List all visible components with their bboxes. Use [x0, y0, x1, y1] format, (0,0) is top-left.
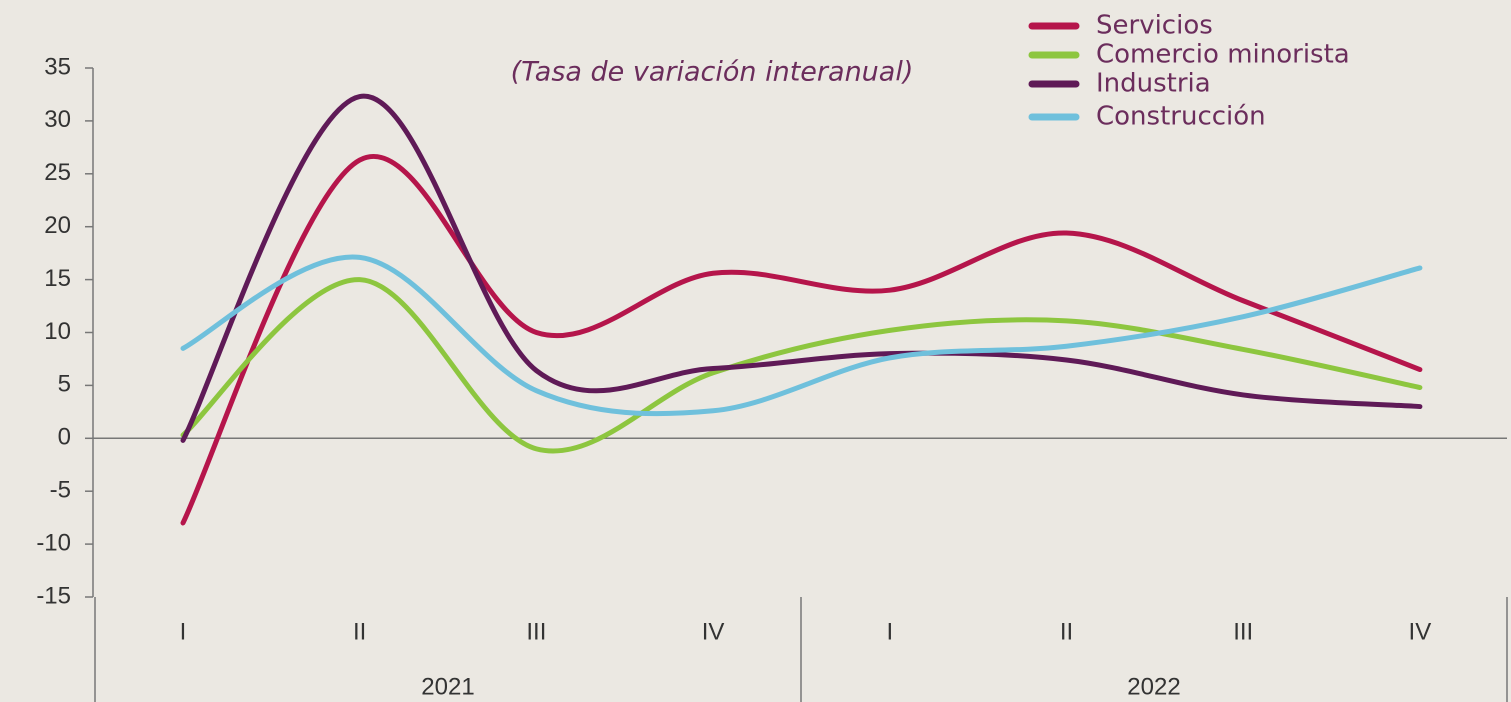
series-line — [180, 277, 1423, 454]
series-line — [180, 94, 1423, 443]
y-tick-label: 5 — [58, 371, 71, 398]
x-tick-label: III — [526, 618, 546, 645]
x-group-label: 2022 — [1127, 673, 1180, 700]
y-tick-label: 0 — [58, 424, 71, 451]
y-tick-label: 30 — [44, 106, 71, 133]
legend-label: Servicios — [1096, 11, 1213, 41]
y-tick-label: 25 — [44, 159, 71, 186]
x-tick-label: II — [1060, 618, 1073, 645]
chart-subtitle: (Tasa de variación interanual) — [511, 57, 914, 88]
x-tick-label: III — [1233, 618, 1253, 645]
legend-label: Construcción — [1096, 102, 1266, 132]
y-tick-label: 15 — [44, 265, 71, 292]
series-line — [180, 154, 1423, 526]
y-tick-label: -5 — [50, 477, 71, 504]
series-line — [180, 254, 1423, 417]
y-tick-label: 35 — [44, 53, 71, 80]
y-tick-label: 20 — [44, 212, 71, 239]
x-group-label: 2021 — [421, 673, 474, 700]
x-tick-label: I — [886, 618, 893, 645]
legend-label: Industria — [1096, 69, 1211, 99]
x-tick-label: II — [353, 618, 366, 645]
legend-label: Comercio minorista — [1096, 40, 1350, 70]
y-tick-label: -10 — [36, 529, 71, 556]
x-tick-label: IV — [1409, 618, 1432, 645]
y-tick-label: -15 — [36, 582, 71, 609]
x-tick-label: I — [180, 618, 187, 645]
x-tick-label: IV — [702, 618, 725, 645]
y-tick-label: 10 — [44, 318, 71, 345]
